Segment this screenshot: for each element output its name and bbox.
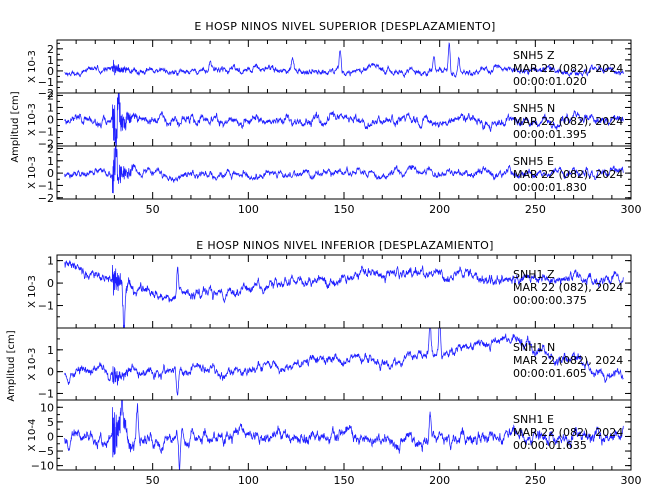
- scale-label-f0s1: X 10-3: [27, 103, 38, 136]
- station-name-f1s1: SNH1 N: [513, 341, 555, 354]
- x-tick-label-f0: 200: [429, 203, 450, 216]
- y-tick-label-f1s2: 10: [40, 401, 54, 414]
- scale-label-f0s2: X 10-3: [27, 156, 38, 189]
- y-tick-label-f0s2: −2: [38, 192, 54, 205]
- x-tick-label-f1: 300: [621, 474, 642, 487]
- scale-label-f0s0: X 10-3: [27, 50, 38, 83]
- y-tick-label-f0s2: 1: [47, 155, 54, 168]
- y-tick-label-f1s2: −5: [38, 445, 54, 458]
- y-tick-label-f1s2: 5: [47, 416, 54, 429]
- station-time-f1s1: 00:00:01.605: [513, 367, 587, 380]
- y-tick-label-f0s1: −2: [38, 138, 54, 151]
- y-tick-label-f0s2: 2: [47, 142, 54, 155]
- station-name-f0s1: SNH5 N: [513, 102, 555, 115]
- y-tick-label-f0s1: −1: [38, 126, 54, 139]
- station-date-f1s0: MAR 22 (082), 2024: [513, 281, 623, 294]
- y-tick-label-f1s1: 1: [47, 344, 54, 357]
- waveform-f1s0: [64, 260, 624, 328]
- x-tick-label-f1: 100: [238, 474, 259, 487]
- station-date-f1s1: MAR 22 (082), 2024: [513, 354, 623, 367]
- waveform-f0s1: [64, 93, 624, 146]
- station-date-f0s0: MAR 22 (082), 2024: [513, 62, 623, 75]
- scale-label-f1s0: X 10-3: [27, 275, 38, 308]
- y-tick-label-f0s0: −1: [38, 76, 54, 89]
- waveform-f1s2: [64, 400, 624, 470]
- x-tick-label-f1: 250: [525, 474, 546, 487]
- x-tick-label-f0: 100: [238, 203, 259, 216]
- station-time-f1s0: 00:00:00.375: [513, 294, 587, 307]
- y-tick-label-f0s2: −1: [38, 179, 54, 192]
- y-tick-label-f0s0: −2: [38, 87, 54, 100]
- x-tick-label-f1: 50: [146, 474, 160, 487]
- station-date-f0s2: MAR 22 (082), 2024: [513, 168, 623, 181]
- scale-label-f1s2: X 10-4: [27, 419, 38, 452]
- y-tick-label-f0s1: 0: [47, 114, 54, 127]
- chart-title-bottom: E HOSP NINOS NIVEL INFERIOR [DESPLAZAMIE…: [196, 239, 493, 252]
- x-tick-label-f1: 200: [429, 474, 450, 487]
- y-tick-label-f1s2: −10: [31, 460, 54, 473]
- y-tick-label-f0s1: 1: [47, 101, 54, 114]
- y-tick-label-f1s0: 0: [47, 277, 54, 290]
- scale-label-f1s1: X 10-3: [27, 348, 38, 381]
- x-tick-label-f0: 150: [334, 203, 355, 216]
- x-tick-label-f1: 150: [334, 474, 355, 487]
- chart-title-top: E HOSP NINOS NIVEL SUPERIOR [DESPLAZAMIE…: [194, 20, 495, 33]
- y-tick-label-f1s2: 0: [47, 430, 54, 443]
- y-tick-label-f1s1: 0: [47, 366, 54, 379]
- y-tick-label-f1s0: 1: [47, 255, 54, 268]
- x-tick-label-f0: 250: [525, 203, 546, 216]
- station-time-f0s1: 00:00:01.395: [513, 128, 587, 141]
- x-tick-label-f0: 50: [146, 203, 160, 216]
- y-tick-label-f0s2: 0: [47, 167, 54, 180]
- station-name-f0s0: SNH5 Z: [513, 49, 555, 62]
- station-time-f1s2: 00:00:01.635: [513, 439, 587, 452]
- station-name-f0s2: SNH5 E: [513, 155, 554, 168]
- waveform-f0s2: [64, 146, 624, 194]
- station-name-f1s0: SNH1 Z: [513, 268, 555, 281]
- y-tick-label-f1s0: −1: [38, 300, 54, 313]
- station-time-f0s2: 00:00:01.830: [513, 181, 587, 194]
- y-axis-label-top: Amplitud [cm]: [10, 91, 21, 162]
- station-date-f0s1: MAR 22 (082), 2024: [513, 115, 623, 128]
- y-tick-label-f0s0: 1: [47, 54, 54, 67]
- station-name-f1s2: SNH1 E: [513, 413, 554, 426]
- y-axis-label-bottom: Amplitud [cm]: [6, 330, 17, 401]
- y-tick-label-f0s0: 0: [47, 65, 54, 78]
- y-tick-label-f0s0: 2: [47, 43, 54, 56]
- waveform-f0s0: [64, 42, 624, 79]
- station-time-f0s0: 00:00:01.020: [513, 75, 587, 88]
- y-tick-label-f1s1: −1: [38, 387, 54, 400]
- y-tick-label-f0s1: 2: [47, 89, 54, 102]
- x-tick-label-f0: 300: [621, 203, 642, 216]
- waveform-f1s1: [64, 328, 624, 396]
- station-date-f1s2: MAR 22 (082), 2024: [513, 426, 623, 439]
